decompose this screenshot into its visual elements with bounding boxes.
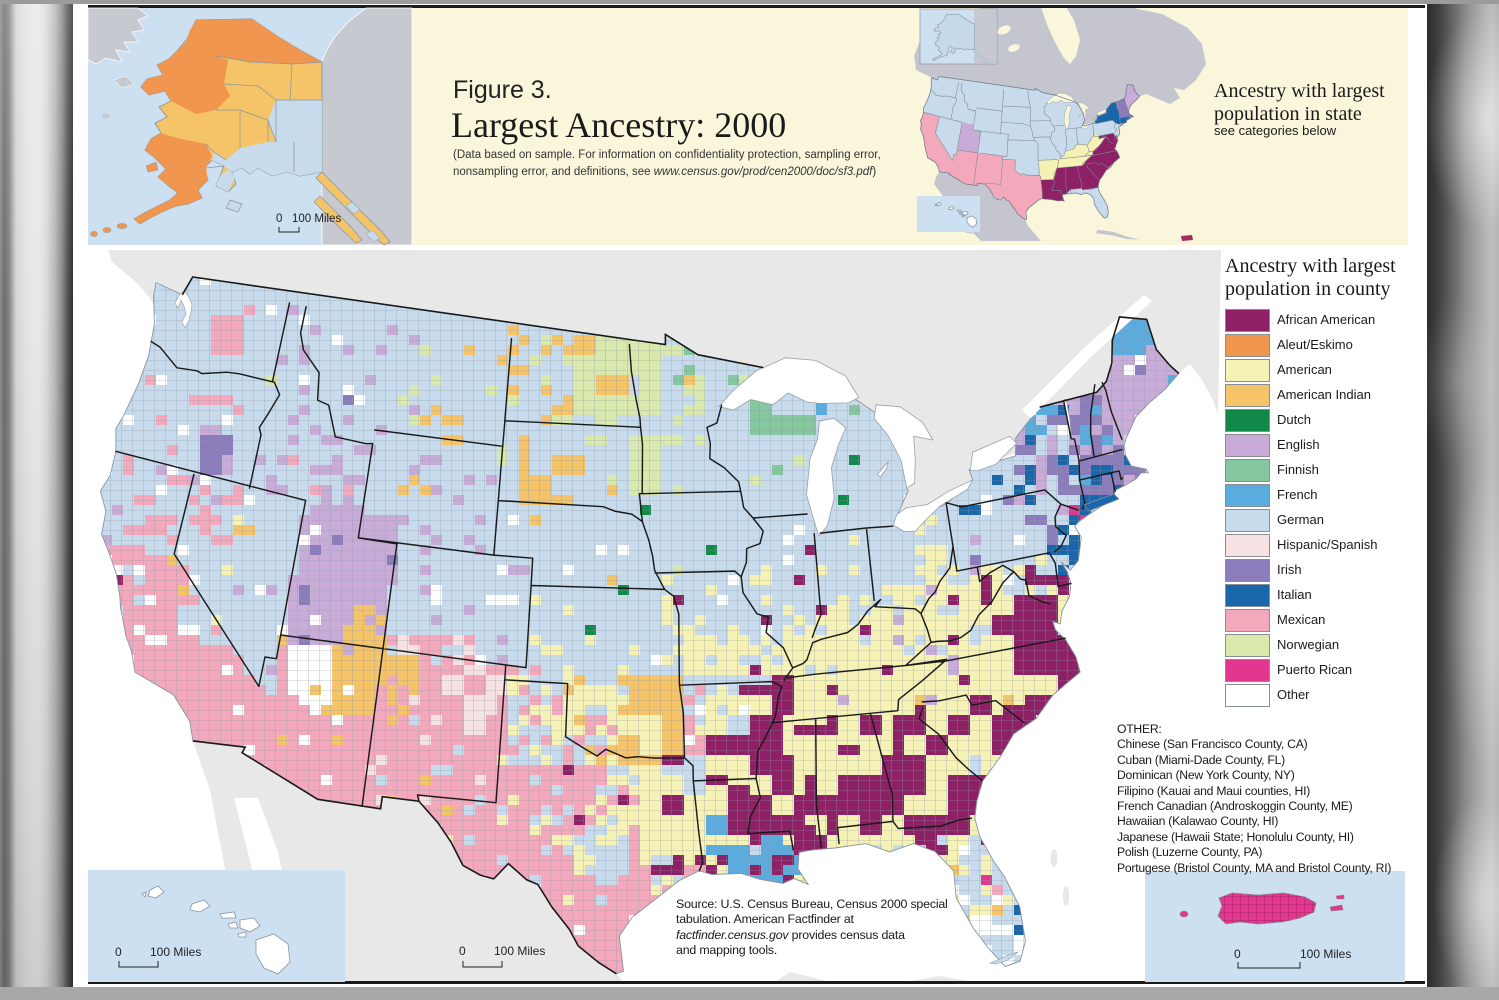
svg-text:0 100 Miles: 0 100 Miles xyxy=(276,213,341,225)
svg-text:100 Miles: 100 Miles xyxy=(1300,947,1351,961)
svg-text:100 Miles: 100 Miles xyxy=(150,945,201,959)
svg-text:0: 0 xyxy=(459,944,466,958)
svg-text:0: 0 xyxy=(115,945,122,959)
svg-text:0: 0 xyxy=(1234,947,1241,961)
svg-text:100 Miles: 100 Miles xyxy=(494,944,545,958)
